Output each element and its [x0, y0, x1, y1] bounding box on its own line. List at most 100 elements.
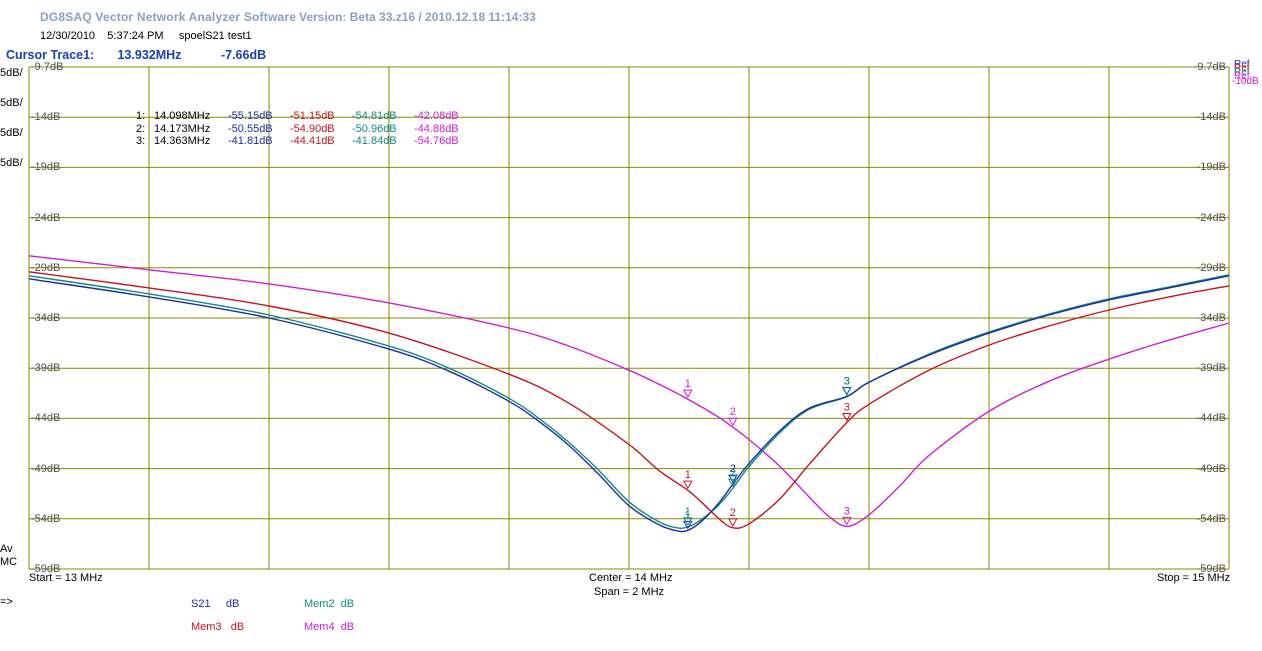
y-tick-label-right: -49dB: [1196, 462, 1226, 475]
cursor-label: Cursor Trace1:: [6, 48, 95, 62]
y-tick-label-left: -29dB: [31, 261, 61, 274]
y-tick-label-left: -59dB: [31, 563, 61, 575]
marker-triangle: [727, 417, 738, 427]
marker-triangle: [841, 413, 852, 422]
marker-triangle: [841, 387, 852, 396]
marker-label: 2: [730, 467, 736, 479]
marker-row-value: -51.15dB: [290, 110, 335, 122]
marker-label: 3: [844, 375, 850, 387]
legend-mem2[interactable]: Mem2 dB: [304, 598, 354, 610]
marker-row-value: -41.81dB: [228, 135, 273, 147]
cursor-value: -7.66dB: [220, 48, 267, 62]
cursor-readout: Cursor Trace1: 13.932MHz -7.66dB: [6, 48, 266, 62]
legend-mem3-name: Mem3: [191, 621, 222, 633]
legend-mem2-unit: dB: [340, 598, 355, 610]
y-tick-label-right: -44dB: [1196, 412, 1226, 425]
span-freq: Span = 2 MHz: [594, 586, 665, 598]
y-tick-label-right: -29dB: [1196, 261, 1226, 274]
y-tick-label-right: -54dB: [1196, 512, 1226, 525]
marker-row-freq: 14.098MHz: [154, 110, 211, 122]
marker-row-freq: 14.363MHz: [154, 135, 211, 147]
marker-label: 1: [685, 378, 691, 390]
cursor-freq: 13.932MHz: [117, 48, 182, 62]
y-tick-label-right: -34dB: [1196, 312, 1226, 324]
stop-freq: Stop = 15 MHz: [1157, 572, 1231, 584]
marker-label: 1: [685, 506, 691, 518]
marker-row-value: -54.90dB: [290, 122, 335, 135]
marker-triangle: [682, 480, 693, 490]
series-line-mem3: [28, 271, 1230, 529]
y-tick-label-left: -14dB: [31, 111, 61, 124]
marker-triangle: [841, 386, 852, 396]
marker-row-value: -50.96dB: [352, 122, 397, 135]
marker-row-value: -44.41dB: [290, 135, 335, 147]
legend-mem4-name: Mem4: [304, 621, 335, 633]
marker-label: 2: [730, 406, 736, 418]
y-tick-label-right: -14dB: [1196, 111, 1226, 124]
scale-label-mem3: 5dB/: [0, 97, 23, 109]
scale-label-s21: 5dB/: [0, 67, 23, 79]
y-tick-label-right: -19dB: [1196, 161, 1226, 174]
marker-triangle: [682, 520, 693, 530]
ref-label-2: Ref: [1234, 63, 1250, 74]
marker-triangle: [682, 517, 693, 526]
ref-value: -10dB: [1232, 76, 1259, 87]
legend-mem3-unit: dB: [230, 621, 245, 633]
marker-row-value: -54.81dB: [352, 110, 397, 122]
y-tick-label-left: -34dB: [31, 312, 61, 324]
y-tick-label-right: -24dB: [1196, 211, 1226, 224]
y-tick-label-right: -59dB: [1196, 563, 1226, 575]
mc-label: MC: [0, 556, 18, 568]
marker-label: 2: [730, 463, 736, 475]
legend-s21-unit: dB: [225, 598, 240, 610]
file-name: spoelS21 test1: [178, 30, 252, 42]
marker-row-freq: 14.173MHz: [154, 122, 211, 135]
marker-triangle: [727, 478, 738, 488]
marker-row-index: 1:: [136, 110, 146, 122]
series-line-mem2: [28, 274, 1230, 529]
marker-triangle: [727, 518, 738, 527]
marker-row-value: -44.88dB: [414, 122, 459, 135]
marker-row-value: -55.15dB: [228, 110, 273, 122]
y-tick-label-left: -54dB: [31, 512, 61, 525]
marker-row-value: -50.55dB: [228, 122, 273, 135]
marker-triangle: [682, 389, 693, 399]
arrow-indicator: =>: [0, 596, 13, 608]
marker-row-value: -54.76dB: [414, 135, 459, 147]
ref-label-4: Ref: [1234, 71, 1250, 82]
start-freq: Start = 13 MHz: [29, 572, 103, 584]
marker-label: 3: [844, 376, 850, 388]
app-title: DG8SAQ Vector Network Analyzer Software: [40, 10, 297, 24]
series-line-s21: [28, 275, 1230, 533]
legend-mem4[interactable]: Mem4 dB: [304, 621, 354, 633]
y-tick-label-left: -24dB: [31, 211, 61, 224]
legend-s21-name: S21: [191, 598, 211, 610]
marker-triangle: [841, 516, 852, 526]
y-tick-label-right: -39dB: [1196, 362, 1226, 375]
marker-label: 3: [844, 505, 850, 517]
scale-label-mem4: 5dB/: [0, 157, 23, 169]
y-tick-label-right: -9.7dB: [1193, 61, 1226, 73]
y-tick-label-left: -39dB: [31, 362, 61, 375]
legend-s21[interactable]: S21 dB: [191, 598, 239, 610]
av-label: Av: [0, 543, 13, 555]
y-tick-label-left: -19dB: [31, 161, 61, 174]
legend-mem4-unit: dB: [340, 621, 355, 633]
marker-label: 2: [730, 507, 736, 519]
ref-label-1: Ref: [1234, 59, 1250, 70]
y-tick-label-left: -49dB: [31, 462, 61, 475]
date-text: 12/30/2010: [40, 30, 96, 42]
marker-row-value: -42.08dB: [414, 110, 459, 122]
series-line-mem4: [28, 255, 1230, 528]
marker-row-value: -41.84dB: [352, 135, 397, 147]
marker-triangle: [727, 474, 738, 484]
ref-label-3: Ref: [1234, 67, 1250, 78]
marker-row-index: 2:: [136, 122, 146, 135]
y-tick-label-left: -44dB: [31, 412, 61, 425]
marker-label: 1: [685, 509, 691, 521]
legend-mem3[interactable]: Mem3 dB: [191, 621, 244, 633]
marker-label: 3: [844, 402, 850, 414]
legend-mem2-name: Mem2: [304, 598, 335, 610]
marker-label: 1: [685, 469, 691, 481]
